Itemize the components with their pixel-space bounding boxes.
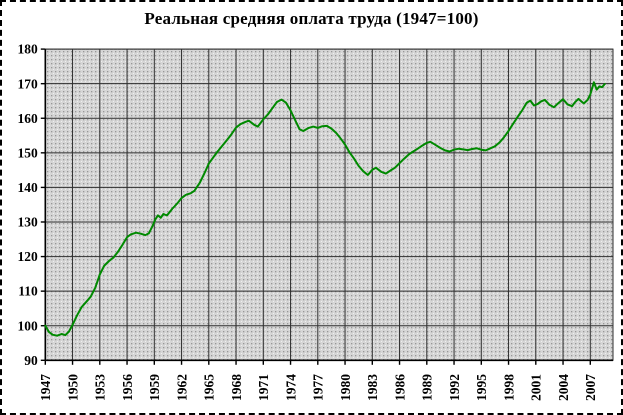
x-tick-label: 1953 xyxy=(93,374,108,401)
wage-line xyxy=(44,81,606,337)
x-tick-label: 1980 xyxy=(338,374,353,401)
x-tick-label: 1998 xyxy=(501,374,516,401)
y-tick-label: 100 xyxy=(18,318,39,333)
y-tick-label: 160 xyxy=(18,111,39,126)
y-tick-label: 150 xyxy=(18,145,39,160)
x-tick-label: 1983 xyxy=(365,374,380,401)
x-tick-label: 1956 xyxy=(120,374,135,401)
y-tick-label: 140 xyxy=(18,180,39,195)
y-tick-label: 120 xyxy=(18,249,39,264)
x-tick-label: 1965 xyxy=(202,374,217,401)
x-tick-label: 1992 xyxy=(447,374,462,401)
x-tick-label: 1950 xyxy=(65,374,80,401)
x-tick-label: 1959 xyxy=(147,374,162,401)
y-tick-label: 90 xyxy=(24,353,38,368)
x-tick-label: 2007 xyxy=(583,374,598,401)
y-tick-label: 170 xyxy=(18,76,39,91)
x-tick-label: 1974 xyxy=(283,374,298,401)
x-tick-label: 1962 xyxy=(174,374,189,401)
chart-title: Реальная средняя оплата труда (1947=100) xyxy=(144,9,479,28)
plot-area xyxy=(45,49,614,361)
x-tick-label: 2004 xyxy=(556,374,571,401)
x-tick-label: 1995 xyxy=(474,374,489,401)
y-tick-label: 130 xyxy=(18,215,39,230)
x-tick-label: 1977 xyxy=(311,374,326,401)
y-tick-label: 180 xyxy=(18,42,39,57)
x-tick-label: 1986 xyxy=(392,374,407,401)
x-tick-label: 1989 xyxy=(420,374,435,401)
x-tick-label: 1968 xyxy=(229,374,244,401)
x-tick-label: 1947 xyxy=(38,374,53,401)
x-tick-label: 2001 xyxy=(529,374,544,401)
y-tick-label: 110 xyxy=(18,284,38,299)
x-tick-label: 1971 xyxy=(256,374,271,401)
